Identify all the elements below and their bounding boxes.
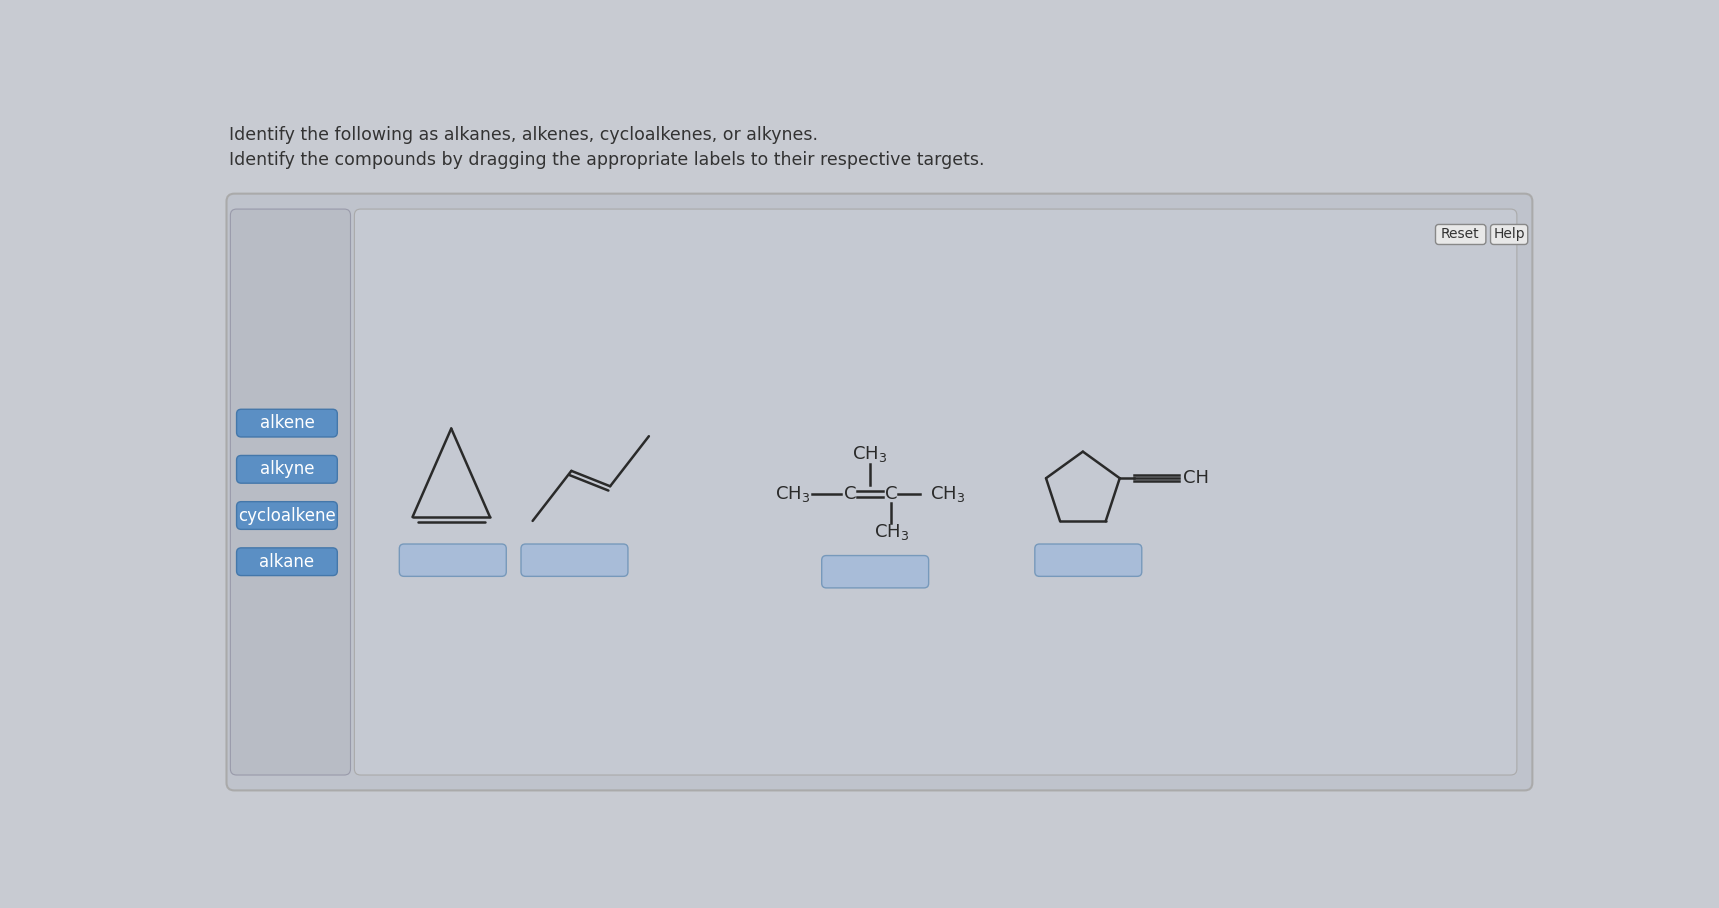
Text: C: C <box>885 485 897 503</box>
FancyBboxPatch shape <box>230 209 351 775</box>
FancyBboxPatch shape <box>227 193 1532 790</box>
FancyBboxPatch shape <box>237 501 337 529</box>
FancyBboxPatch shape <box>521 544 627 577</box>
Text: CH$_3$: CH$_3$ <box>873 522 909 542</box>
FancyBboxPatch shape <box>237 456 337 483</box>
Text: alkene: alkene <box>260 414 315 432</box>
Text: Identify the following as alkanes, alkenes, cycloalkenes, or alkynes.: Identify the following as alkanes, alken… <box>229 126 818 143</box>
FancyBboxPatch shape <box>1035 544 1141 577</box>
Text: C: C <box>844 485 856 503</box>
FancyBboxPatch shape <box>822 556 928 587</box>
Text: Reset: Reset <box>1441 228 1480 242</box>
Text: Help: Help <box>1494 228 1525 242</box>
FancyBboxPatch shape <box>1490 224 1528 244</box>
FancyBboxPatch shape <box>399 544 507 577</box>
Text: cycloalkene: cycloalkene <box>237 507 335 525</box>
Text: CH$_3$: CH$_3$ <box>930 484 964 504</box>
FancyBboxPatch shape <box>1435 224 1485 244</box>
FancyBboxPatch shape <box>237 548 337 576</box>
Text: CH$_3$: CH$_3$ <box>853 444 887 464</box>
Text: CH: CH <box>1183 469 1208 488</box>
Text: alkyne: alkyne <box>260 460 315 479</box>
FancyBboxPatch shape <box>237 410 337 437</box>
Text: alkane: alkane <box>260 553 315 571</box>
Text: CH$_3$: CH$_3$ <box>775 484 810 504</box>
FancyBboxPatch shape <box>354 209 1516 775</box>
Text: Identify the compounds by dragging the appropriate labels to their respective ta: Identify the compounds by dragging the a… <box>229 152 985 169</box>
